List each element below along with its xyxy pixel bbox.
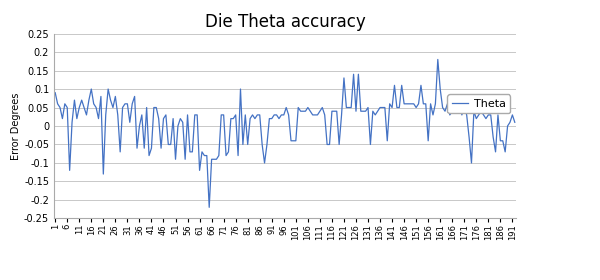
Y-axis label: Error Degrees: Error Degrees (11, 92, 21, 160)
Theta (244, 143, 251, 146)
Line: Theta: Theta (55, 59, 515, 207)
Theta (434, 58, 442, 61)
Theta (343, 106, 350, 109)
Theta (316, 109, 323, 113)
Theta (239, 143, 247, 146)
Title: Die Theta accuracy: Die Theta accuracy (205, 13, 365, 31)
Legend: Theta: Theta (448, 94, 511, 113)
Theta (511, 121, 518, 124)
Theta (52, 91, 59, 94)
Theta (206, 206, 213, 209)
Theta (285, 113, 292, 116)
Theta (107, 99, 114, 102)
